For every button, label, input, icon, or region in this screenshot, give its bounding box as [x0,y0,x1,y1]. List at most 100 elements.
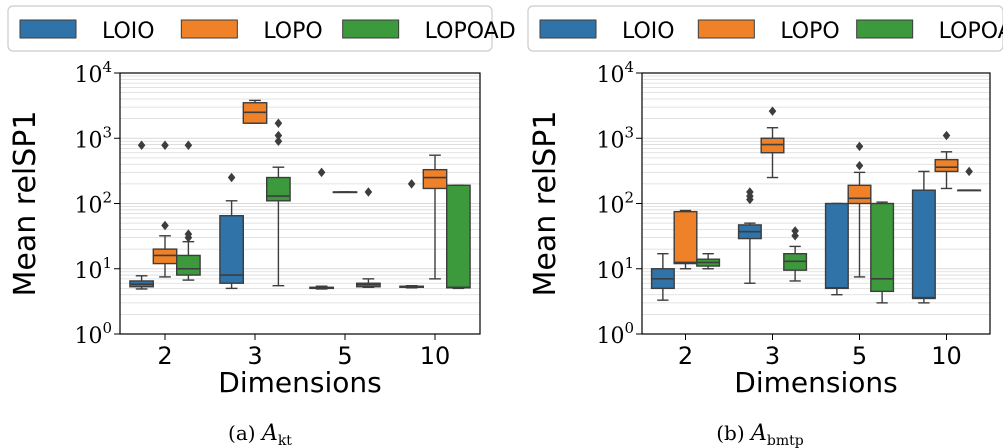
box-body [266,176,291,202]
box-body [760,137,785,154]
y-tick-exponent: 1 [102,254,112,272]
box-body [152,248,178,265]
box-body [422,168,448,190]
legend-frame [527,5,1003,52]
y-tick-label: 102 [74,189,112,219]
flier-point [746,187,754,197]
y-tick-base: 10 [596,324,624,349]
box-lopo-3 [242,99,268,124]
box-body [446,184,471,289]
x-tick-label: 2 [678,342,693,370]
box-body [847,184,872,205]
legend: LOIO LOPO LOPOAD [7,5,516,52]
legend-label-lopo: LOPO [780,19,839,44]
flier-point [364,187,373,197]
box-lopoad-5 [356,187,381,288]
box-body [934,158,959,173]
y-tick-label: 104 [596,58,634,88]
legend-label-lopoad: LOPOAD [425,19,516,44]
x-tick-label: 10 [931,342,962,370]
box-body [175,254,201,276]
flier-point [161,140,169,151]
box-loio-10 [399,179,424,289]
y-tick-exponent: 0 [102,319,112,337]
y-tick-label: 101 [74,254,112,284]
legend-swatch-lopoad [856,19,914,39]
box-loio-3 [737,187,762,284]
y-tick-exponent: 3 [624,123,634,141]
x-axis-label: Dimensions [218,366,381,399]
legend-label-lopoad: LOPOAD [939,19,1003,44]
legend-swatch-lopo [180,19,238,39]
legend-label-loio: LOIO [102,19,155,44]
box-lopoad-2 [175,140,201,281]
flier-point [855,160,864,171]
y-tick-base: 10 [74,259,102,284]
y-tick-exponent: 3 [102,123,112,141]
box-lopoad-3 [783,226,808,282]
x-axis-label: Dimensions [734,366,897,399]
flier-point [855,141,864,152]
box-lopo-10 [934,130,959,190]
legend-swatch-loio [539,19,597,39]
y-tick-base: 10 [596,259,624,284]
flier-point [791,226,799,236]
box-lopo-5 [332,191,358,194]
legend: LOIO LOPO LOPOAD [527,5,1003,52]
y-tick-exponent: 2 [102,189,112,207]
caption-label: (a) [228,421,262,445]
y-tick-exponent: 0 [624,319,634,337]
flier-point [942,130,951,141]
y-axis-label: Mean relSP1 [528,111,563,297]
box-lopo-10 [422,154,448,280]
flier-point [227,172,236,183]
flier-point [768,106,777,116]
flier-point [274,130,283,141]
y-axis-label: Mean relSP1 [8,111,43,297]
y-tick-exponent: 4 [102,58,112,76]
y-tick-label: 104 [74,58,112,88]
x-tick-label: 3 [247,342,262,370]
y-tick-label: 103 [74,123,112,153]
y-tick-exponent: 2 [624,189,634,207]
y-tick-label: 102 [596,189,634,219]
box-body [911,189,936,300]
flier-point [274,136,283,146]
flier-point [161,220,169,231]
y-tick-label: 100 [596,319,634,349]
box-lopoad-2 [696,253,721,270]
y-tick-base: 10 [596,128,624,153]
box-lopoad-10 [957,166,982,192]
legend-label-loio: LOIO [622,19,675,44]
y-tick-exponent: 4 [624,58,634,76]
box-lopo-2 [152,140,178,278]
subfigure-caption: (a) Akt [228,421,292,448]
flier-point [184,140,193,151]
caption-label: (b) [716,421,751,445]
y-tick-base: 10 [74,128,102,153]
box-body [824,202,849,290]
caption-subscript: kt [278,433,292,448]
x-tick-label: 5 [852,342,867,370]
flier-point [965,166,973,177]
legend-frame [7,5,493,52]
flier-point [317,167,326,178]
box-body [673,210,698,265]
box-loio-2 [650,253,675,301]
flier-point [137,140,146,151]
caption-subscript: bmtp [767,433,804,448]
box-loio-5 [309,167,334,290]
y-tick-base: 10 [74,324,102,349]
box-lopo-2 [673,209,698,270]
flier-point [184,229,193,239]
y-tick-exponent: 1 [624,254,634,272]
y-tick-label: 103 [596,123,634,153]
box-lopoad-3 [266,118,291,287]
x-tick-label: 5 [337,342,352,370]
box-loio-3 [219,172,244,290]
flier-point [274,118,283,128]
y-tick-label: 100 [74,319,112,349]
y-tick-base: 10 [74,63,102,88]
